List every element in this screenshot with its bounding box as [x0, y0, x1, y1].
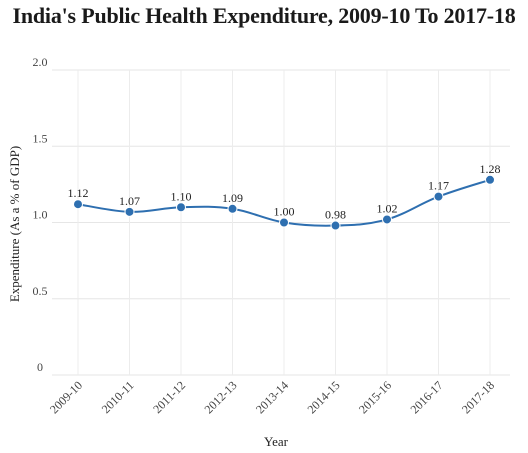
- data-point: [485, 174, 495, 185]
- x-tick-label: 2010-11: [99, 378, 137, 416]
- data-point: [330, 220, 341, 231]
- x-tick-label: 2014-15: [304, 378, 342, 416]
- data-point: [433, 191, 444, 202]
- data-label: 1.09: [222, 191, 243, 205]
- data-label: 1.17: [428, 179, 449, 193]
- x-tick-label: 2009-10: [47, 378, 85, 416]
- x-axis-title: Year: [264, 434, 289, 449]
- data-label: 1.00: [274, 205, 295, 219]
- y-tick-label: 1.5: [33, 131, 48, 145]
- data-labels: 1.12 1.07 1.10 1.09 1.00 0.98 1.02 1.17 1.28: [68, 162, 501, 222]
- x-tick-label: 2011-12: [150, 378, 188, 416]
- y-tick-label: 0.5: [33, 284, 48, 298]
- data-label: 1.10: [171, 189, 192, 203]
- y-tick-label: 1.0: [33, 208, 48, 222]
- x-tick-label: 2012-13: [201, 378, 239, 416]
- data-point: [124, 206, 135, 217]
- y-axis-ticks: 0 0.5 1.0 1.5 2.0: [33, 55, 48, 374]
- y-tick-label: 0: [37, 360, 43, 374]
- x-axis-ticks: 2009-10 2010-11 2011-12 2012-13 2013-14 2014-…: [47, 378, 497, 416]
- x-tick-label: 2015-16: [356, 378, 394, 416]
- data-label: 1.28: [480, 162, 501, 176]
- y-tick-label: 2.0: [33, 55, 48, 69]
- chart-title: India's Public Health Expenditure, 2009-…: [12, 3, 516, 28]
- data-points: [73, 174, 495, 231]
- data-label: 1.12: [68, 186, 89, 200]
- data-label: 1.07: [119, 194, 140, 208]
- y-axis-title: Expenditure (As a % of GDP): [7, 146, 22, 302]
- data-point: [382, 214, 392, 225]
- data-point: [227, 203, 238, 214]
- x-tick-label: 2016-17: [407, 378, 445, 416]
- x-tick-label: 2013-14: [253, 378, 291, 416]
- data-point: [279, 217, 289, 228]
- data-label: 0.98: [325, 208, 346, 222]
- data-label: 1.02: [377, 201, 398, 215]
- x-tick-label: 2017-18: [459, 378, 497, 416]
- data-point: [73, 199, 83, 210]
- data-point: [176, 202, 186, 213]
